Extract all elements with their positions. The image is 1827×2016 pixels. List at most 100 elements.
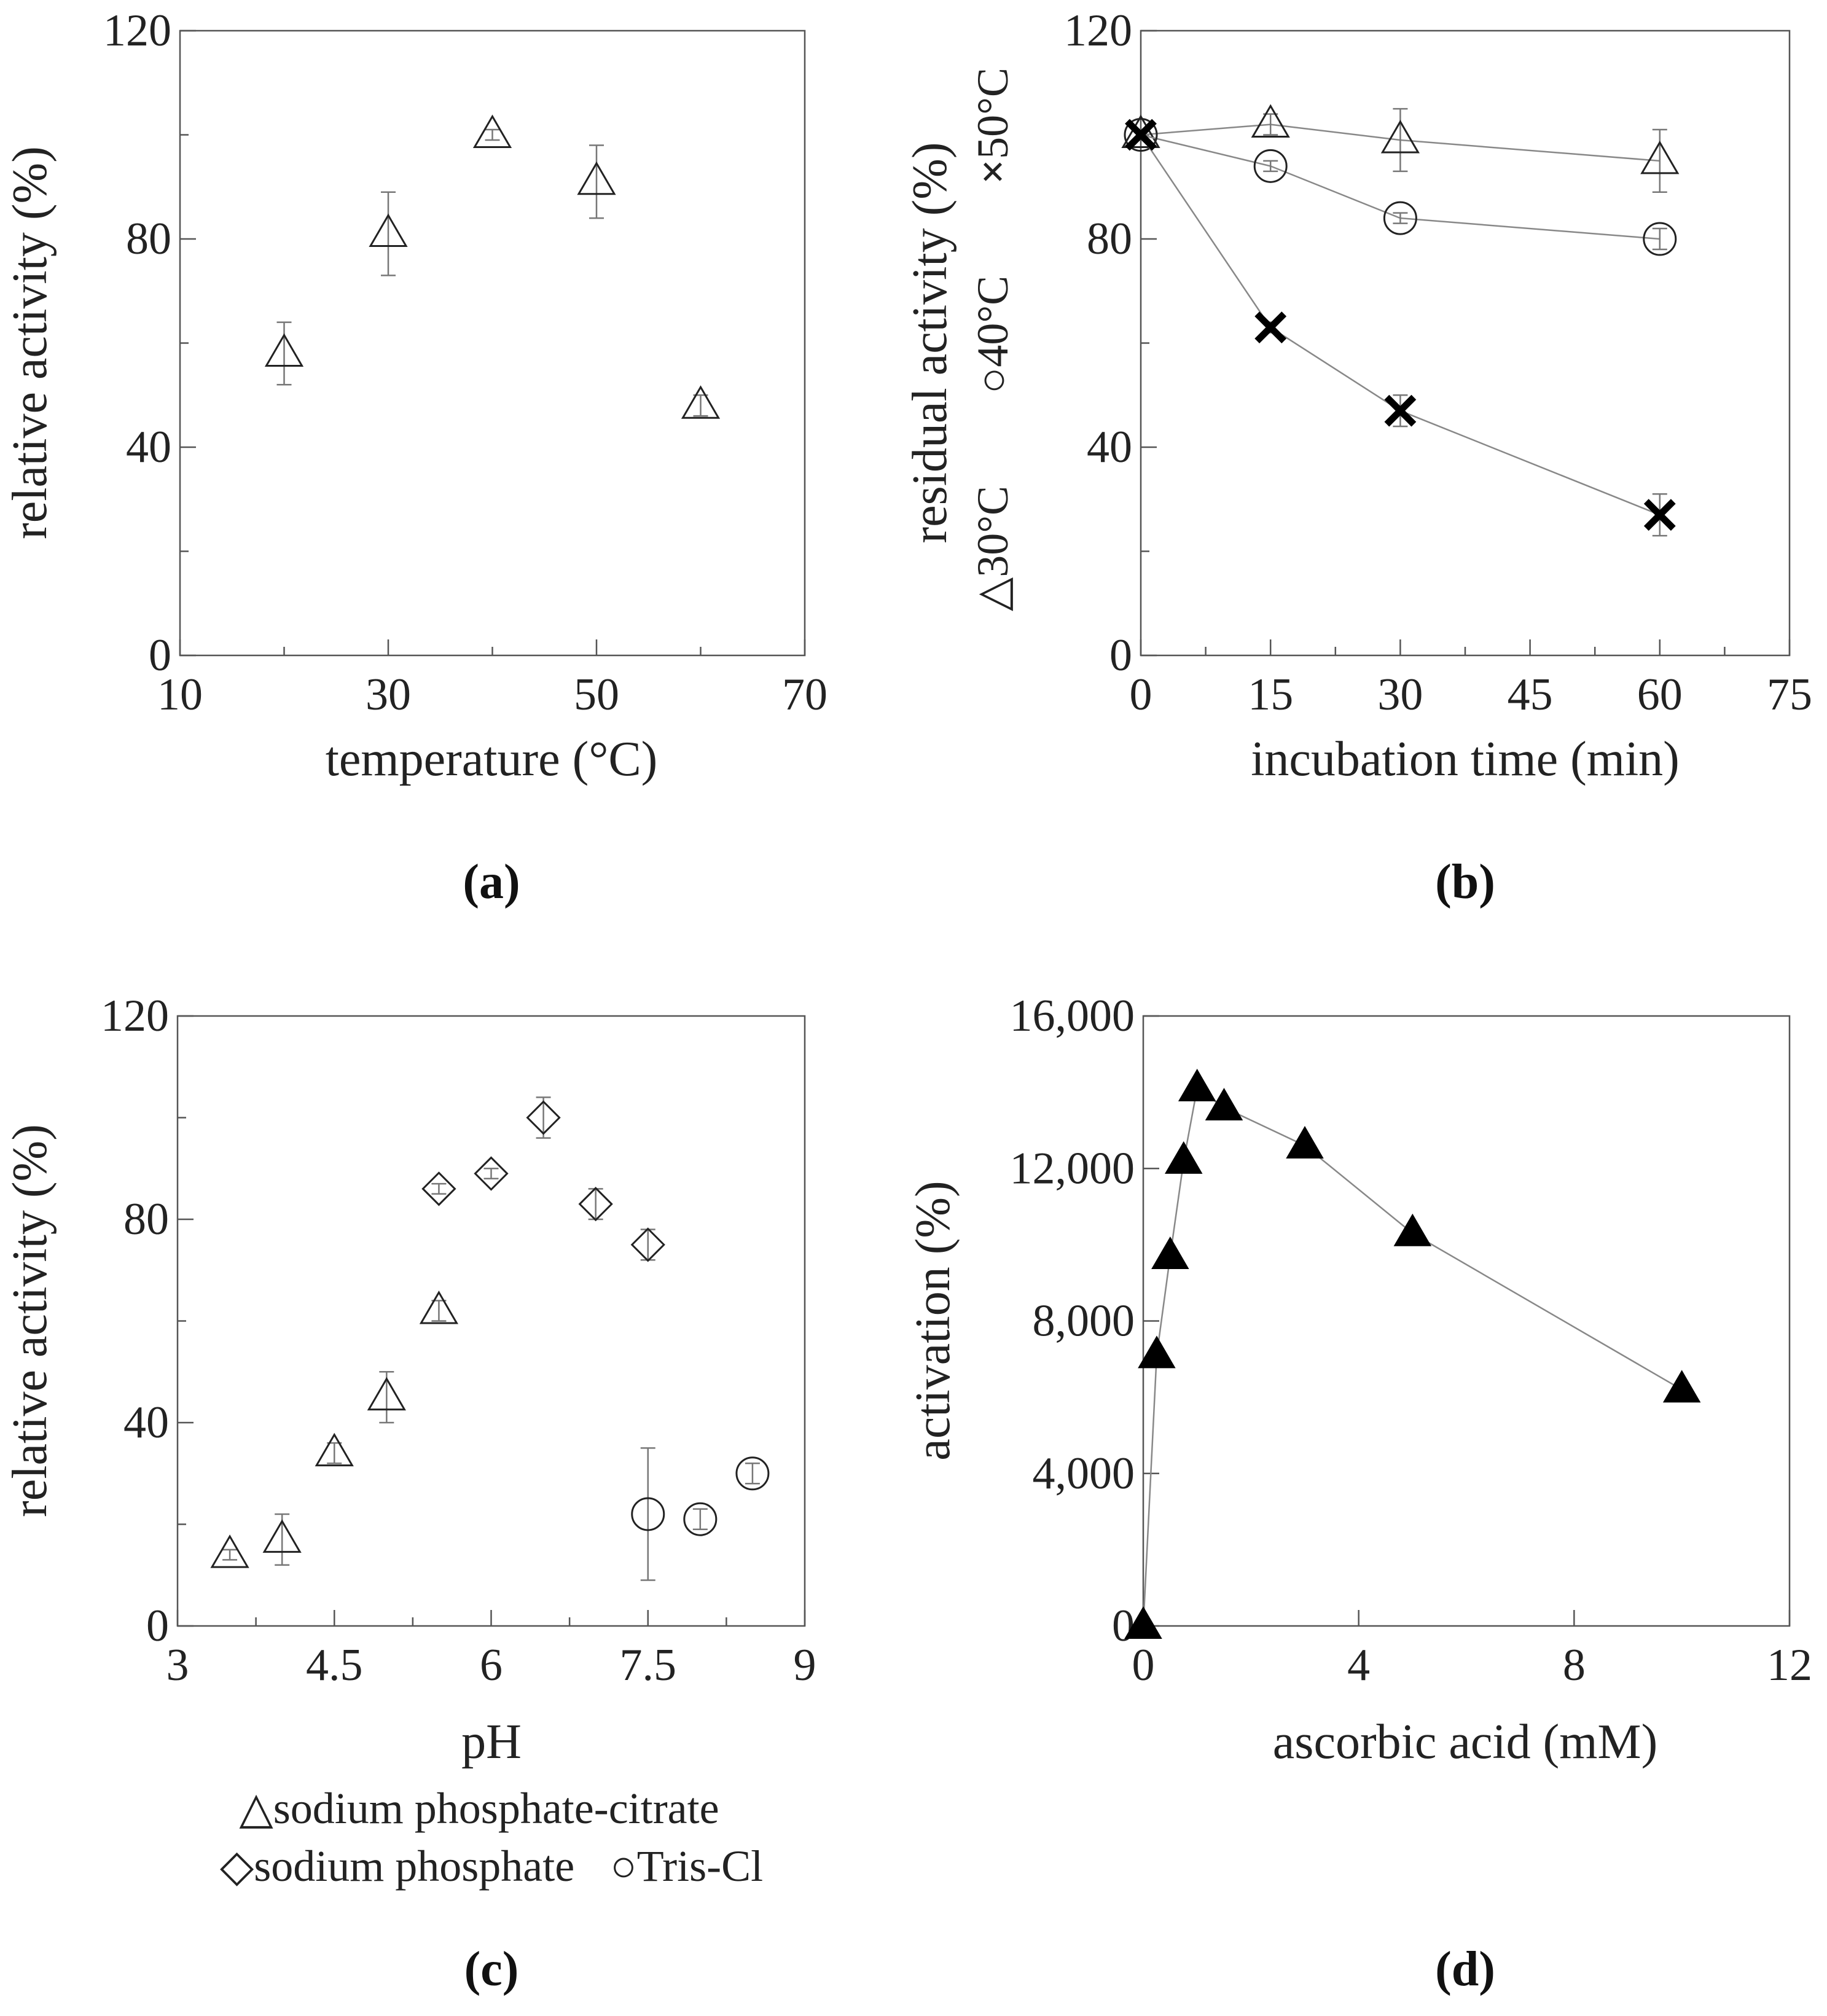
legend-triangle-icon: △: [239, 1784, 273, 1833]
triangle-marker: [1662, 1370, 1701, 1403]
circle-marker: [683, 1502, 718, 1536]
diamond-marker: [578, 1187, 613, 1222]
y-tick-label: 40: [1087, 422, 1132, 472]
panel-d-y-axis-title: activation (%): [906, 1181, 960, 1460]
circle-marker: [631, 1497, 665, 1531]
x-tick-label: 15: [1248, 670, 1293, 720]
series-line: [1140, 123, 1660, 162]
panel-c-legend-row-2: ◇sodium phosphate ○Tris-Cl: [220, 1842, 763, 1891]
triangle-marker: [577, 161, 616, 195]
x-tick-label: 45: [1508, 670, 1553, 720]
triangle-marker: [1165, 1141, 1203, 1174]
triangle-marker: [262, 1519, 302, 1553]
panel-c-ph-activity: 3 4.5 6 7.5 9 0 40 80 120 pH relative activity (…: [3, 991, 816, 1996]
circle-marker: [1643, 222, 1677, 256]
y-tick-label: 120: [1064, 6, 1132, 56]
cross-stroke: [1643, 499, 1676, 531]
legend-phosphate-label: sodium phosphate: [254, 1842, 574, 1891]
legend-diamond-icon: ◇: [220, 1842, 254, 1891]
x-tick-label: 60: [1637, 670, 1683, 720]
y-tick-label: 12,000: [1010, 1143, 1135, 1194]
panel-c-legend-row-1: △sodium phosphate-citrate: [239, 1784, 719, 1833]
triangle-marker: [1286, 1126, 1324, 1159]
legend-gap: [599, 1842, 610, 1891]
circle-marker: [735, 1456, 770, 1491]
x-tick-label: 8: [1563, 1640, 1586, 1690]
x-tick-label: 70: [782, 670, 827, 720]
panel-d-ticks: 0 4 8 12 0 4,000 8,000 12,000 16,000: [1010, 991, 1813, 1690]
x-tick-label: 75: [1767, 670, 1812, 720]
x-tick-label: 50: [574, 670, 619, 720]
triangle-marker: [1138, 1335, 1176, 1369]
triangle-marker: [1380, 119, 1420, 154]
series-line: [1142, 1087, 1683, 1627]
y-tick-label: 120: [103, 6, 171, 56]
cross-marker: [1384, 394, 1417, 427]
panel-d-x-axis-title: ascorbic acid (mM): [1273, 1715, 1657, 1769]
triangle-marker: [1640, 140, 1680, 174]
legend-tris-label: Tris-Cl: [637, 1842, 763, 1891]
x-tick-label: 12: [1767, 1640, 1812, 1690]
y-tick-label: 16,000: [1010, 991, 1135, 1041]
x-tick-label: 0: [1132, 1640, 1155, 1690]
triangle-marker: [315, 1432, 354, 1467]
y-tick-label: 80: [1087, 214, 1132, 264]
circle-marker: [1383, 201, 1417, 235]
legend-citrate-label: sodium phosphate-citrate: [273, 1784, 719, 1833]
y-tick-label: 80: [126, 214, 171, 264]
triangle-marker: [1124, 1606, 1162, 1639]
y-tick-label: 0: [149, 630, 171, 681]
y-tick-label: 40: [123, 1397, 169, 1448]
x-tick-label: 9: [794, 1640, 816, 1690]
panel-c-ticks: 3 4.5 6 7.5 9 0 40 80 120: [101, 991, 816, 1690]
legend-50c-label: 50°C: [968, 68, 1017, 159]
x-tick-label: 4.5: [306, 1640, 363, 1690]
cross-stroke: [1125, 119, 1157, 151]
panel-a-ticks: 10 30 50 70 0 40 80 120: [103, 6, 827, 720]
legend-40c-label: 40°C: [968, 276, 1017, 367]
cross-stroke: [1254, 311, 1287, 343]
cross-marker: [1643, 499, 1676, 531]
panel-b-ticks: 0 15 30 45 60 75 0 40 80 120: [1064, 6, 1812, 720]
triangle-marker: [472, 114, 512, 148]
x-tick-label: 4: [1347, 1640, 1370, 1690]
x-tick-label: 0: [1130, 670, 1152, 720]
panel-b-legend-40c: ○40°C: [968, 276, 1017, 394]
panel-b-incubation-residual: 0 15 30 45 60 75 0 40 80 120 incubation time (min…: [903, 6, 1812, 909]
y-tick-label: 0: [1109, 630, 1132, 681]
panel-d-plot-area: [1142, 1015, 1791, 1627]
triangle-marker: [1121, 114, 1160, 148]
diamond-marker: [474, 1156, 509, 1191]
triangle-marker: [367, 1377, 406, 1411]
y-tick-label: 120: [101, 991, 169, 1041]
series-line: [1140, 134, 1661, 516]
panel-b-plot-area: [1140, 29, 1791, 657]
panel-c-y-axis-title: relative activity (%): [3, 1124, 57, 1517]
panel-c-x-axis-title: pH: [461, 1715, 522, 1769]
panel-a-plot-area: [179, 29, 806, 657]
x-tick-label: 7.5: [620, 1640, 677, 1690]
panel-a-x-axis-title: temperature (°C): [326, 732, 658, 786]
panel-d-series: [1124, 1068, 1701, 1639]
triangle-marker: [1178, 1068, 1216, 1101]
y-tick-label: 4,000: [1033, 1448, 1135, 1499]
panel-b-label: (b): [1435, 855, 1495, 909]
legend-circle-icon: ○: [968, 367, 1017, 394]
panel-b-y-axis-title: residual activity (%): [903, 142, 957, 543]
triangle-marker: [264, 333, 304, 367]
y-tick-label: 0: [1112, 1601, 1135, 1651]
cross-marker: [1254, 311, 1287, 343]
panel-b-series: [1121, 104, 1680, 537]
y-tick-label: 0: [146, 1601, 169, 1651]
panel-b-x-axis-title: incubation time (min): [1251, 732, 1680, 786]
diamond-marker: [526, 1100, 561, 1135]
diamond-marker: [421, 1171, 456, 1206]
x-tick-label: 3: [166, 1640, 189, 1690]
panel-b-legend-50c: ×50°C: [968, 68, 1017, 184]
circle-marker: [1124, 118, 1158, 152]
diamond-marker: [630, 1227, 665, 1262]
triangle-marker: [1251, 104, 1290, 138]
panel-a-label: (a): [463, 855, 520, 909]
x-tick-label: 10: [157, 670, 203, 720]
